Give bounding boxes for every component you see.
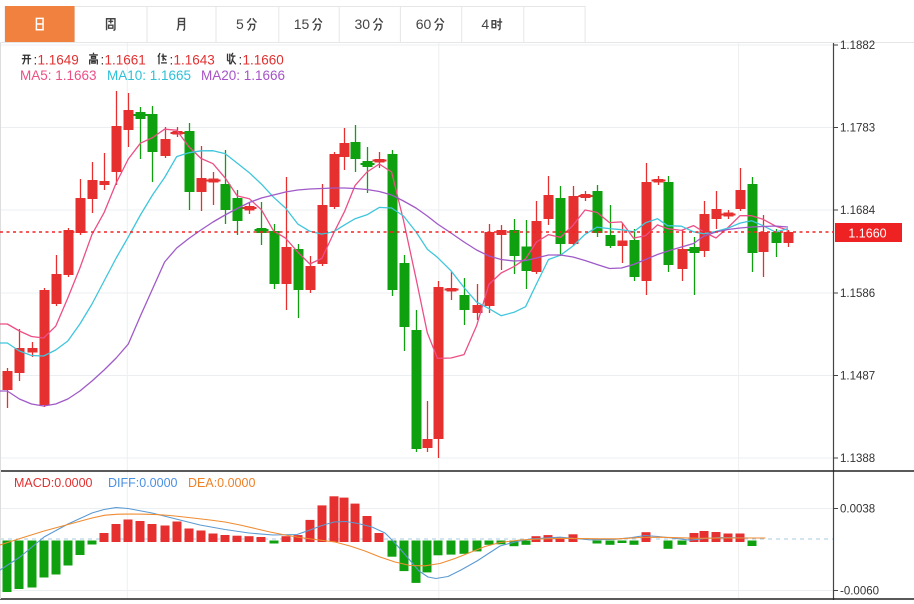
svg-text:0.0038: 0.0038 — [840, 504, 875, 516]
svg-text:1.1661: 1.1661 — [105, 53, 146, 68]
svg-text:1.1660: 1.1660 — [848, 227, 886, 241]
svg-text::: : — [101, 53, 105, 68]
svg-text:15: 15 — [294, 16, 310, 32]
svg-text:1.1684: 1.1684 — [840, 205, 876, 217]
svg-text:1.1487: 1.1487 — [840, 371, 875, 383]
svg-text:DEA:0.0000: DEA:0.0000 — [188, 476, 255, 490]
svg-text:MA5: 1.1663: MA5: 1.1663 — [20, 68, 97, 83]
svg-text:1.1586: 1.1586 — [840, 288, 875, 300]
svg-text:-0.0060: -0.0060 — [840, 586, 879, 598]
svg-text:MA20: 1.1666: MA20: 1.1666 — [201, 68, 285, 83]
svg-text:1.1882: 1.1882 — [840, 40, 875, 52]
svg-text:1.1649: 1.1649 — [38, 53, 79, 68]
svg-text:1.1660: 1.1660 — [243, 53, 284, 68]
svg-text:1.1783: 1.1783 — [840, 123, 875, 135]
svg-text:MA10: 1.1665: MA10: 1.1665 — [107, 68, 191, 83]
svg-text::: : — [34, 53, 38, 68]
svg-text::: : — [239, 53, 243, 68]
svg-text:MACD:0.0000: MACD:0.0000 — [14, 476, 93, 490]
svg-text:30: 30 — [355, 16, 371, 32]
svg-text:4: 4 — [481, 16, 489, 32]
svg-text:1.1388: 1.1388 — [840, 453, 875, 465]
svg-text::: : — [170, 53, 174, 68]
svg-text:60: 60 — [416, 16, 432, 32]
svg-text:5: 5 — [236, 16, 244, 32]
svg-text:DIFF:0.0000: DIFF:0.0000 — [108, 476, 178, 490]
svg-text:1.1643: 1.1643 — [174, 53, 215, 68]
